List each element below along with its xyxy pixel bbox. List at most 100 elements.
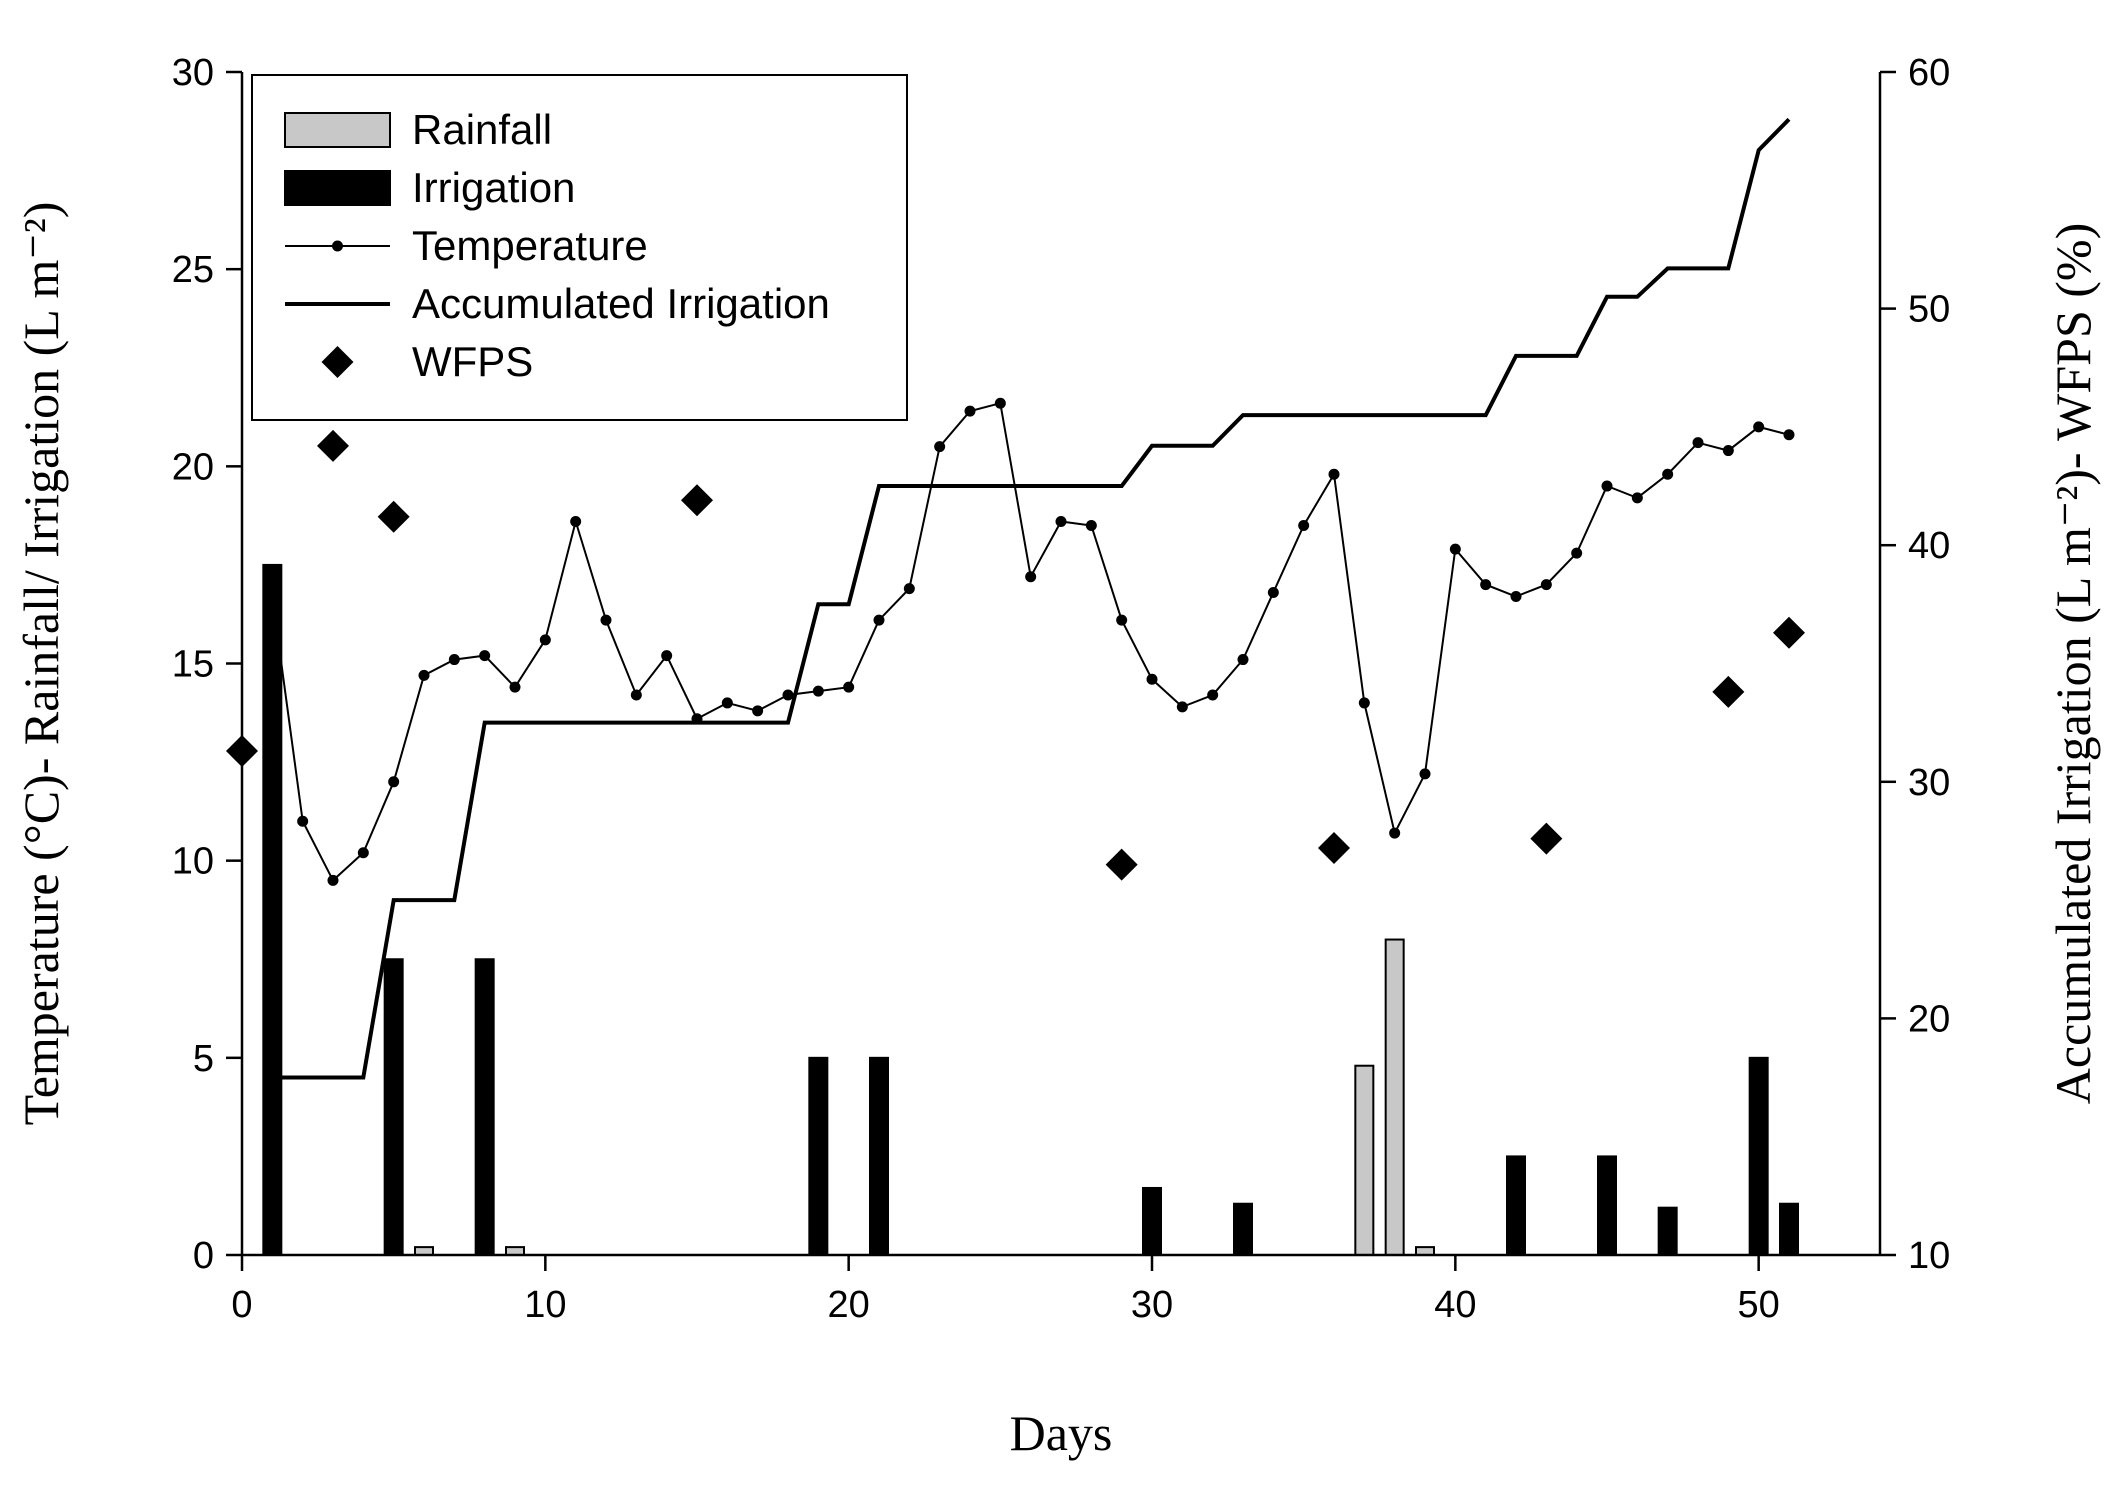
temperature-point — [1328, 468, 1340, 480]
irrigation-bar — [383, 958, 404, 1256]
legend-rainfall-swatch — [284, 112, 391, 148]
temperature-point — [1358, 697, 1370, 709]
legend-label: Temperature — [412, 222, 648, 269]
x-tick-label: 20 — [828, 1284, 870, 1326]
irrigation-bar — [1779, 1202, 1799, 1257]
y-right-tick-label: 40 — [1908, 525, 1950, 567]
temperature-point — [1510, 590, 1522, 602]
irrigation-bar — [1597, 1155, 1617, 1256]
temperature-point — [964, 405, 976, 417]
wfps-point — [1105, 848, 1138, 881]
legend-label: WFPS — [412, 338, 533, 385]
wfps-point — [681, 484, 713, 517]
irrigation-bar — [1657, 1206, 1678, 1257]
temperature-point — [1783, 429, 1795, 441]
temperature-point — [539, 634, 551, 646]
temperature-point — [388, 776, 400, 788]
y-right-tick-label: 60 — [1908, 52, 1950, 94]
rainfall-bar — [1384, 938, 1405, 1256]
temperature-point — [782, 689, 794, 701]
temperature-point — [479, 650, 491, 662]
temperature-point — [1662, 468, 1674, 480]
legend-label: Accumulated Irrigation — [412, 280, 830, 327]
temperature-point — [1389, 827, 1401, 839]
temperature-point — [903, 583, 915, 595]
y-left-tick-label: 20 — [172, 446, 214, 488]
x-axis-title: Days — [1010, 1405, 1113, 1461]
legend: Rainfall Irrigation Temperature Accumulated… — [251, 74, 908, 421]
accumulated-irrigation-line — [272, 117, 1791, 1080]
temperature-point — [357, 847, 369, 859]
temperature-point — [1419, 768, 1431, 780]
temperature-point — [1025, 571, 1037, 583]
temperature-point — [721, 697, 733, 709]
temperature-point — [1207, 689, 1219, 701]
temperature-point — [1298, 519, 1310, 531]
temperature-point — [1146, 673, 1158, 685]
rainfall-bar — [1354, 1064, 1375, 1256]
temperature-point — [1753, 421, 1765, 433]
wfps-point — [1712, 675, 1745, 708]
temperature-point — [266, 590, 278, 602]
y-left-tick-label: 5 — [193, 1038, 214, 1080]
x-tick-label: 10 — [524, 1284, 566, 1326]
irrigation-bar — [808, 1056, 829, 1257]
temperature-point — [570, 516, 582, 528]
x-tick-label: 40 — [1434, 1284, 1476, 1326]
y-right-axis-title: Accumulated Irrigation (L m⁻²)- WFPS (%) — [2045, 223, 2101, 1104]
legend-irrigation-swatch — [284, 170, 391, 206]
temperature-point — [1571, 547, 1583, 559]
temperature-point — [1631, 492, 1643, 504]
irrigation-bar — [1748, 1056, 1769, 1257]
wfps-point — [1318, 832, 1350, 865]
irrigation-bar — [1233, 1202, 1253, 1257]
irrigation-bar — [869, 1056, 889, 1257]
temperature-point — [752, 705, 764, 717]
temperature-point — [1267, 587, 1279, 599]
irrigation-bar — [262, 563, 283, 1256]
temperature-point — [297, 815, 309, 827]
temperature-point — [1540, 579, 1552, 591]
wfps-point — [1530, 822, 1563, 855]
y-left-axis-title: Temperature (°C)- Rainfall/ Irrigation (… — [13, 202, 69, 1126]
y-left-tick-label: 10 — [172, 841, 214, 883]
irrigation-bar — [474, 958, 495, 1256]
y-left-tick-label: 25 — [172, 249, 214, 291]
temperature-line — [271, 401, 1790, 883]
wfps-point — [317, 429, 349, 462]
temperature-point — [994, 397, 1006, 409]
temperature-point — [873, 614, 885, 626]
temperature-point — [934, 441, 946, 453]
temperature-point — [418, 669, 430, 681]
temperature-point — [448, 654, 460, 666]
y-right-tick-label: 30 — [1908, 762, 1950, 804]
wfps-point — [1773, 616, 1805, 649]
temperature-point — [1722, 445, 1734, 457]
y-left-tick-label: 0 — [193, 1235, 214, 1277]
legend-wfps-marker — [321, 346, 354, 378]
temperature-point — [1176, 701, 1188, 713]
temperature-point — [1085, 519, 1097, 531]
temperature-point — [1601, 480, 1613, 492]
temperature-point — [600, 614, 612, 626]
y-left-tick-label: 15 — [172, 644, 214, 686]
irrigation-bar — [1506, 1155, 1526, 1256]
temperature-point — [1480, 579, 1492, 591]
x-tick-label: 0 — [231, 1284, 252, 1326]
temperature-point — [1692, 437, 1704, 449]
y-right-tick-label: 50 — [1908, 289, 1950, 331]
temperature-point — [691, 713, 703, 725]
y-right-tick-label: 20 — [1908, 998, 1950, 1040]
temperature-point — [509, 681, 521, 693]
temperature-point — [812, 685, 824, 697]
legend-label: Rainfall — [412, 106, 552, 153]
legend-temperature-marker — [332, 240, 343, 252]
temperature-point — [327, 874, 339, 886]
y-right-tick-label: 10 — [1908, 1235, 1950, 1277]
temperature-point — [1055, 516, 1067, 528]
temperature-point — [1116, 614, 1128, 626]
x-tick-label: 50 — [1738, 1284, 1780, 1326]
temperature-point — [843, 681, 855, 693]
legend-label: Irrigation — [412, 164, 575, 211]
